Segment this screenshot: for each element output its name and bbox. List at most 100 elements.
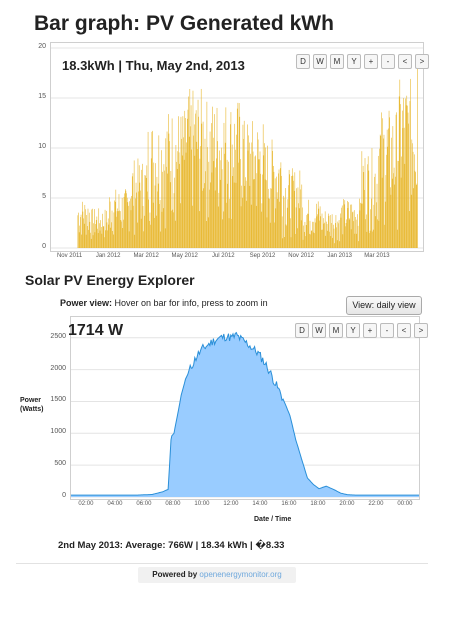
bar bbox=[85, 209, 86, 248]
power-y-tick-label: 1000 bbox=[50, 428, 66, 436]
bar bbox=[398, 161, 399, 248]
bar bbox=[257, 139, 259, 248]
bar bbox=[363, 172, 365, 248]
bar bbox=[393, 173, 394, 248]
bar bbox=[237, 102, 239, 248]
power-graph-zoom-in-button[interactable]: + bbox=[363, 323, 377, 338]
bar bbox=[119, 211, 121, 248]
power-graph-zoom-out-button[interactable]: - bbox=[380, 323, 394, 338]
bar bbox=[415, 184, 417, 248]
bar bbox=[388, 110, 390, 249]
day-summary: 2nd May 2013: Average: 766W | 18.34 kWh … bbox=[58, 540, 285, 551]
power-graph-range-d-button[interactable]: D bbox=[295, 323, 309, 338]
power-graph-range-m-button[interactable]: M bbox=[329, 323, 343, 338]
openenergymonitor-link[interactable]: openenergymonitor.org bbox=[199, 570, 282, 579]
bar bbox=[200, 146, 201, 248]
bar bbox=[357, 214, 358, 248]
bar bbox=[334, 243, 335, 248]
bar bbox=[281, 216, 283, 248]
bar bbox=[288, 169, 290, 248]
bar bbox=[171, 210, 172, 248]
bar bbox=[298, 208, 300, 248]
bar bbox=[278, 169, 280, 248]
power-graph-pan-right-button[interactable]: > bbox=[414, 323, 428, 338]
bar bbox=[341, 207, 342, 248]
bar bbox=[337, 221, 339, 248]
bar bbox=[213, 161, 215, 248]
bar bbox=[351, 204, 353, 248]
bar bbox=[344, 200, 346, 248]
bar bbox=[219, 179, 221, 248]
bar bbox=[280, 162, 282, 248]
bar bbox=[304, 221, 306, 248]
bar-graph-zoom-in-button[interactable]: + bbox=[364, 54, 378, 69]
bar bbox=[135, 198, 136, 248]
bar bbox=[178, 116, 179, 248]
bar bbox=[92, 235, 94, 248]
bar bbox=[212, 106, 213, 248]
bar bbox=[376, 183, 378, 248]
bar bbox=[383, 134, 385, 248]
bar bbox=[374, 173, 376, 248]
bar bbox=[111, 210, 113, 248]
bar bbox=[164, 228, 166, 248]
bar bbox=[107, 230, 108, 248]
bar bbox=[269, 222, 271, 248]
bar bbox=[350, 229, 352, 248]
bar bbox=[412, 143, 413, 248]
bar bbox=[231, 218, 232, 248]
bar bbox=[236, 108, 238, 249]
bar bbox=[233, 182, 235, 248]
power-graph-range-w-button[interactable]: W bbox=[312, 323, 326, 338]
bar bbox=[254, 179, 255, 248]
bar bbox=[389, 117, 390, 248]
bar bbox=[326, 224, 328, 248]
bar bbox=[123, 196, 125, 248]
power-view-text: Hover on bar for info, press to zoom in bbox=[112, 298, 268, 308]
power-axis-title: Power (Watts) bbox=[20, 396, 43, 414]
bar-graph-range-m-button[interactable]: M bbox=[330, 54, 344, 69]
bar bbox=[308, 199, 310, 248]
bar bbox=[236, 134, 237, 248]
bar bbox=[317, 201, 319, 248]
bar-graph-range-d-button[interactable]: D bbox=[296, 54, 310, 69]
bar bbox=[229, 198, 230, 248]
bar bbox=[142, 205, 144, 248]
bar bbox=[272, 150, 273, 248]
bar bbox=[291, 176, 292, 248]
bar bbox=[130, 198, 131, 248]
bar bbox=[161, 211, 163, 248]
bar bbox=[217, 206, 219, 248]
bar bbox=[254, 156, 256, 248]
bar bbox=[303, 231, 305, 248]
bar bbox=[329, 215, 331, 248]
bar-graph-range-y-button[interactable]: Y bbox=[347, 54, 361, 69]
bar bbox=[232, 175, 234, 248]
power-graph-pan-left-button[interactable]: < bbox=[397, 323, 411, 338]
bar bbox=[262, 174, 263, 248]
bar bbox=[158, 135, 160, 248]
bar bbox=[219, 150, 220, 248]
bar-graph-pan-left-button[interactable]: < bbox=[398, 54, 412, 69]
bar bbox=[97, 228, 98, 248]
bar bbox=[157, 191, 158, 248]
bar bbox=[83, 218, 84, 248]
bar bbox=[260, 211, 262, 248]
bar-graph-range-w-button[interactable]: W bbox=[313, 54, 327, 69]
bar bbox=[107, 218, 109, 248]
bar-graph-zoom-out-button[interactable]: - bbox=[381, 54, 395, 69]
bar bbox=[179, 163, 180, 248]
bar bbox=[333, 224, 334, 248]
power-graph-range-y-button[interactable]: Y bbox=[346, 323, 360, 338]
view-daily-button[interactable]: View: daily view bbox=[346, 296, 422, 315]
bar bbox=[95, 224, 96, 248]
bar bbox=[79, 225, 81, 248]
bar bbox=[413, 188, 415, 248]
bar-graph-plot[interactable] bbox=[51, 43, 423, 251]
bar bbox=[302, 239, 304, 248]
bar bbox=[411, 139, 413, 248]
bar-graph-pan-right-button[interactable]: > bbox=[415, 54, 429, 69]
power-graph-plot[interactable] bbox=[71, 317, 419, 499]
bar bbox=[408, 211, 410, 248]
bar-y-tick-label: 5 bbox=[42, 193, 46, 200]
